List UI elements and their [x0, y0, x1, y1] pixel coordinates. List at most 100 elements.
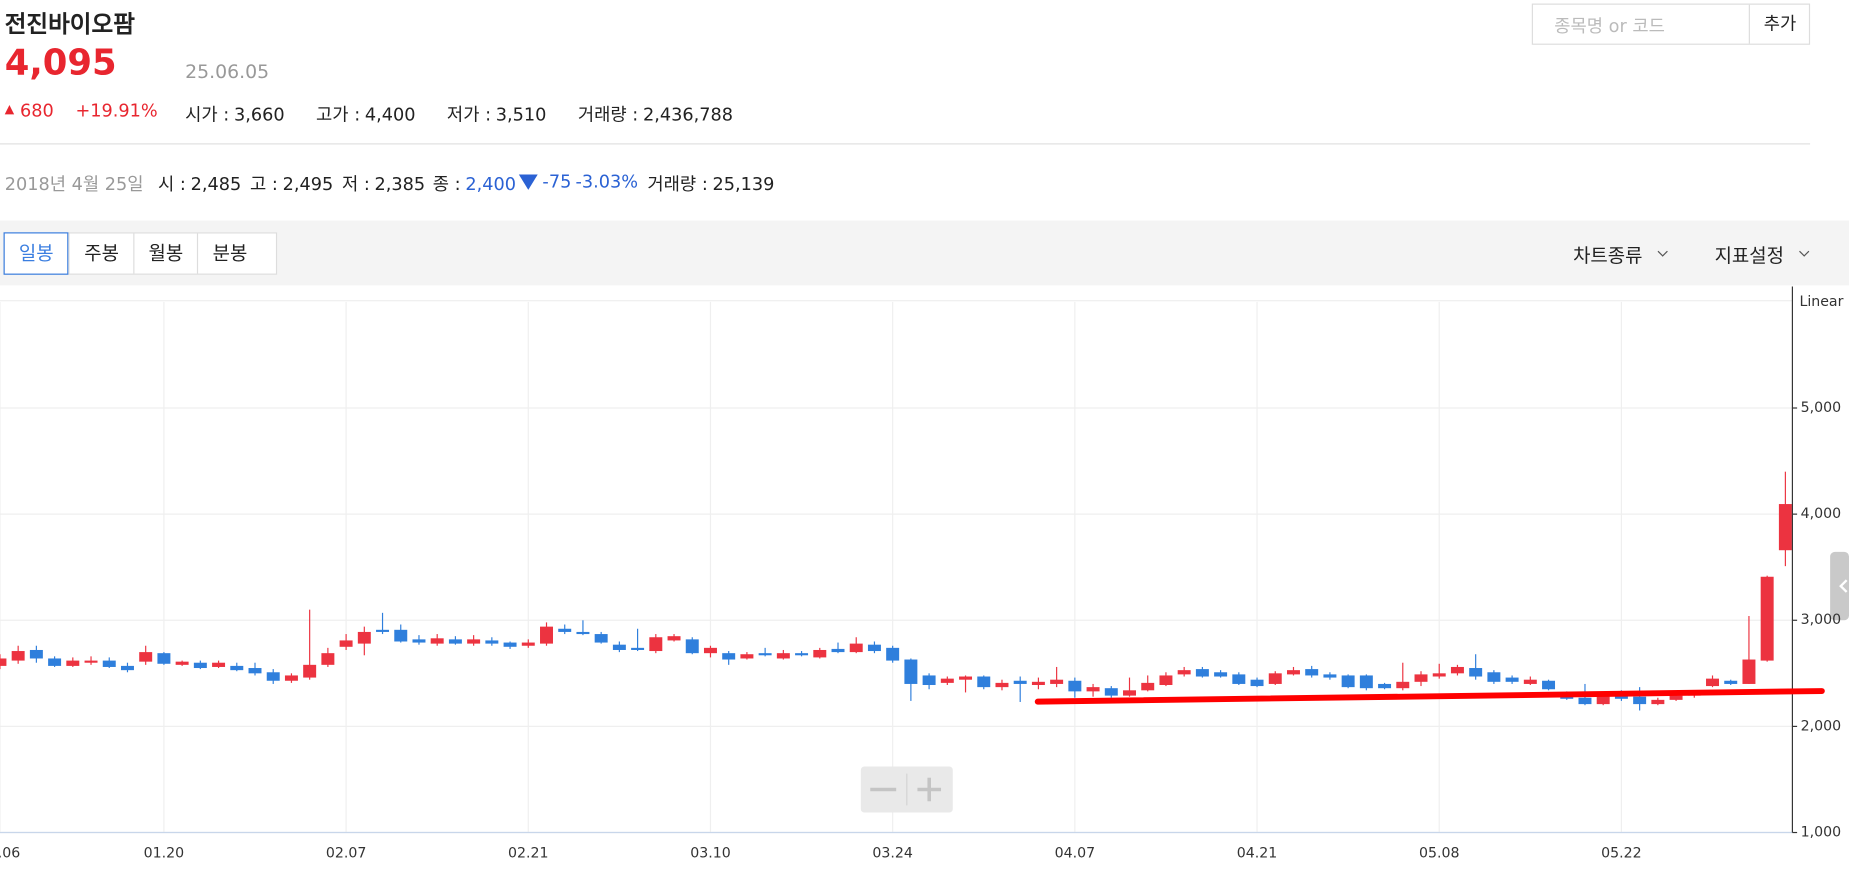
candle-body — [467, 639, 481, 644]
hover-item: 종 :2,400 — [433, 171, 516, 196]
candle-body — [1195, 669, 1209, 677]
candle-body — [1013, 680, 1027, 684]
candle-body — [29, 649, 43, 659]
candle-body — [1760, 576, 1774, 661]
hover-value: 2,385 — [374, 173, 426, 195]
candle-body — [48, 658, 62, 666]
toolbar-bg — [0, 220, 1849, 286]
stat-value: 3,510 — [495, 103, 547, 125]
candle-body — [1596, 695, 1610, 705]
hover-value: 25,139 — [712, 173, 775, 195]
x-tick-label: 02.07 — [326, 846, 366, 862]
candle-body — [540, 626, 553, 644]
y-tick-label: 5,000 — [1801, 400, 1841, 416]
tab[interactable]: 일봉 — [3, 232, 69, 275]
candle-body — [558, 628, 572, 632]
hover-item: 저 :2,385 — [342, 171, 425, 196]
candle-body — [1396, 681, 1410, 689]
candle-body — [412, 639, 426, 643]
stat-label: 고가 : — [316, 103, 361, 125]
x-tick-label: 04.07 — [1055, 846, 1095, 862]
candle-body — [631, 647, 645, 650]
hover-date: 2018년 4월 25일 — [4, 173, 144, 195]
x-tick-label: 05.22 — [1601, 846, 1641, 862]
date: 25.06.05 — [185, 60, 270, 83]
candle-body — [1778, 504, 1792, 551]
candle-body — [120, 665, 134, 671]
stat-value: 3,660 — [233, 103, 285, 125]
stat-label: 저가 : — [446, 103, 492, 125]
side-handle-icon — [1839, 579, 1848, 593]
y-tick-label: 4,000 — [1801, 506, 1841, 522]
candle-body — [1469, 668, 1483, 677]
add-button[interactable]: 추가 — [1748, 4, 1810, 44]
stat-value: 2,436,788 — [642, 103, 733, 125]
search-input[interactable]: 종목명 or 코드 — [1554, 15, 1665, 37]
candle-body — [503, 642, 517, 647]
candle-body — [1450, 666, 1464, 674]
candle-body — [394, 629, 408, 642]
candle-body — [193, 662, 207, 669]
candle-body — [284, 675, 298, 681]
candle-body — [703, 647, 717, 654]
candle-body — [1578, 697, 1592, 705]
y-tick-label: 3,000 — [1801, 612, 1841, 628]
candle-body — [1633, 696, 1647, 705]
candle-body — [321, 653, 335, 665]
change: 680 — [20, 100, 54, 122]
candle-body — [1669, 695, 1683, 700]
candle-body — [922, 675, 936, 686]
chevron — [1799, 250, 1810, 257]
up-triangle — [4, 104, 15, 115]
x-tick-label: 03.24 — [872, 846, 912, 862]
candle-body — [448, 639, 462, 644]
candle-body — [1378, 683, 1392, 689]
candle-body — [84, 660, 98, 663]
x-tick-label: 01.06 — [0, 846, 20, 862]
candle-body — [266, 672, 280, 681]
candle-body — [1487, 672, 1501, 682]
x-tick-label: 02.21 — [508, 846, 548, 862]
candle-body — [1286, 670, 1300, 675]
candle-body — [1050, 679, 1064, 684]
candle-body — [813, 649, 827, 658]
candle-body — [212, 662, 226, 667]
candle-body — [612, 644, 626, 650]
tab[interactable]: 월봉 — [133, 233, 197, 274]
candle-body — [1432, 673, 1446, 677]
candle-body — [904, 659, 918, 684]
candle-body — [1141, 682, 1155, 691]
hover-change-pct: -3.03% — [575, 170, 639, 193]
hover-label: 저 : — [341, 173, 370, 195]
candle-body — [667, 636, 681, 641]
hover-label: 종 : — [432, 173, 461, 195]
candle-body — [1177, 670, 1191, 675]
candle-body — [959, 676, 973, 680]
candle-body — [1742, 659, 1756, 684]
stat: 시가 :3,660 — [185, 101, 285, 126]
candle-body — [740, 654, 754, 659]
tab[interactable]: 분봉 — [197, 233, 275, 274]
candle-body — [157, 653, 171, 664]
menu[interactable]: 차트종류 — [1573, 244, 1643, 267]
candle-body — [995, 682, 1009, 688]
zoom-control[interactable] — [860, 766, 953, 813]
candle-body — [849, 643, 863, 653]
candle-body — [1250, 679, 1264, 687]
x-tick-label: 03.10 — [690, 846, 730, 862]
candle-body — [867, 644, 881, 652]
candle-body — [685, 639, 699, 654]
candle-body — [485, 640, 499, 644]
candle-body — [758, 653, 772, 656]
menu[interactable]: 지표설정 — [1714, 244, 1785, 267]
candle-body — [1359, 675, 1373, 689]
candle-body — [776, 653, 790, 659]
tab[interactable]: 주봉 — [68, 233, 133, 274]
hover-label: 고 : — [249, 173, 278, 195]
candle-body — [1305, 669, 1319, 676]
candle-body — [1104, 688, 1118, 696]
candle-body — [248, 668, 262, 674]
